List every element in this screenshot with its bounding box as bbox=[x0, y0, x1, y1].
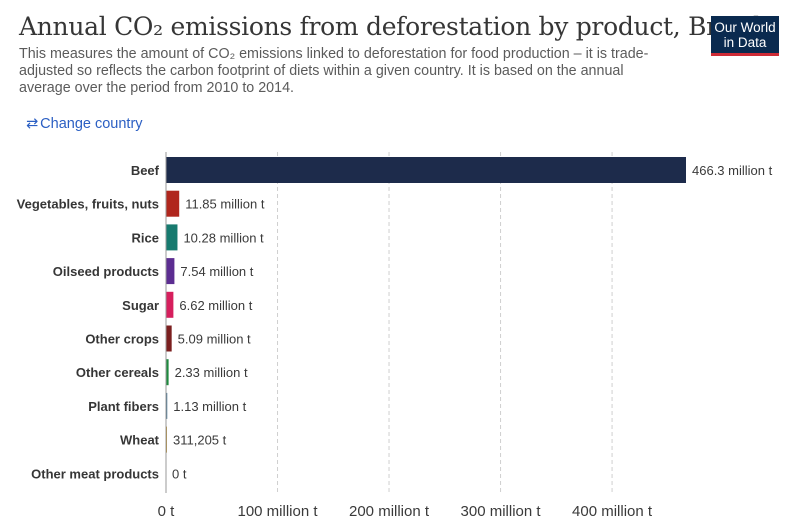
category-label: Vegetables, fruits, nuts bbox=[17, 197, 159, 212]
bar bbox=[166, 325, 172, 352]
value-label: 311,205 t bbox=[173, 433, 227, 448]
chart-title: Annual CO₂ emissions from deforestation … bbox=[19, 12, 761, 41]
change-country-label: Change country bbox=[40, 116, 143, 132]
value-label: 466.3 million t bbox=[692, 163, 773, 178]
owid-logo[interactable]: Our World in Data bbox=[711, 16, 779, 56]
value-label: 7.54 million t bbox=[180, 264, 253, 279]
value-label: 0 t bbox=[172, 466, 187, 481]
logo-line-1: Our World bbox=[714, 20, 776, 35]
category-label: Sugar bbox=[122, 298, 159, 313]
category-label: Plant fibers bbox=[88, 399, 159, 414]
value-label: 2.33 million t bbox=[175, 365, 248, 380]
bar bbox=[166, 157, 686, 183]
value-label: 10.28 million t bbox=[183, 230, 264, 245]
category-label: Wheat bbox=[120, 433, 160, 448]
value-label: 11.85 million t bbox=[185, 197, 265, 212]
bar bbox=[166, 190, 180, 217]
value-label: 1.13 million t bbox=[173, 399, 246, 414]
logo-line-2: in Data bbox=[723, 35, 767, 50]
x-tick-label: 200 million t bbox=[349, 503, 430, 520]
bars bbox=[166, 157, 686, 453]
x-axis: 0 t 100 million t 200 million t 300 million… bbox=[158, 152, 653, 520]
x-tick-label: 0 t bbox=[158, 503, 176, 520]
grid-lines bbox=[277, 152, 613, 493]
category-label: Beef bbox=[131, 163, 160, 178]
x-tick-label: 400 million t bbox=[572, 503, 653, 520]
change-country-button[interactable]: ⇄ Change country bbox=[26, 116, 143, 132]
category-label: Oilseed products bbox=[53, 264, 159, 279]
bar bbox=[166, 359, 169, 386]
x-tick-label: 300 million t bbox=[461, 503, 542, 520]
bar bbox=[166, 392, 168, 419]
x-tick-label: 100 million t bbox=[237, 503, 318, 520]
category-label: Rice bbox=[132, 230, 159, 245]
category-label: Other cereals bbox=[76, 365, 159, 380]
category-label: Other meat products bbox=[31, 466, 159, 481]
bar bbox=[166, 258, 175, 285]
swap-arrows-icon: ⇄ bbox=[26, 116, 39, 132]
chart-subtitle: This measures the amount of CO₂ emission… bbox=[19, 46, 649, 96]
bar bbox=[166, 224, 178, 251]
value-label: 5.09 million t bbox=[178, 332, 251, 347]
category-label: Other crops bbox=[85, 332, 159, 347]
value-label: 6.62 million t bbox=[179, 298, 252, 313]
bar bbox=[166, 291, 174, 318]
labels: Beef 466.3 million t Vegetables, fruits, n… bbox=[17, 163, 773, 481]
